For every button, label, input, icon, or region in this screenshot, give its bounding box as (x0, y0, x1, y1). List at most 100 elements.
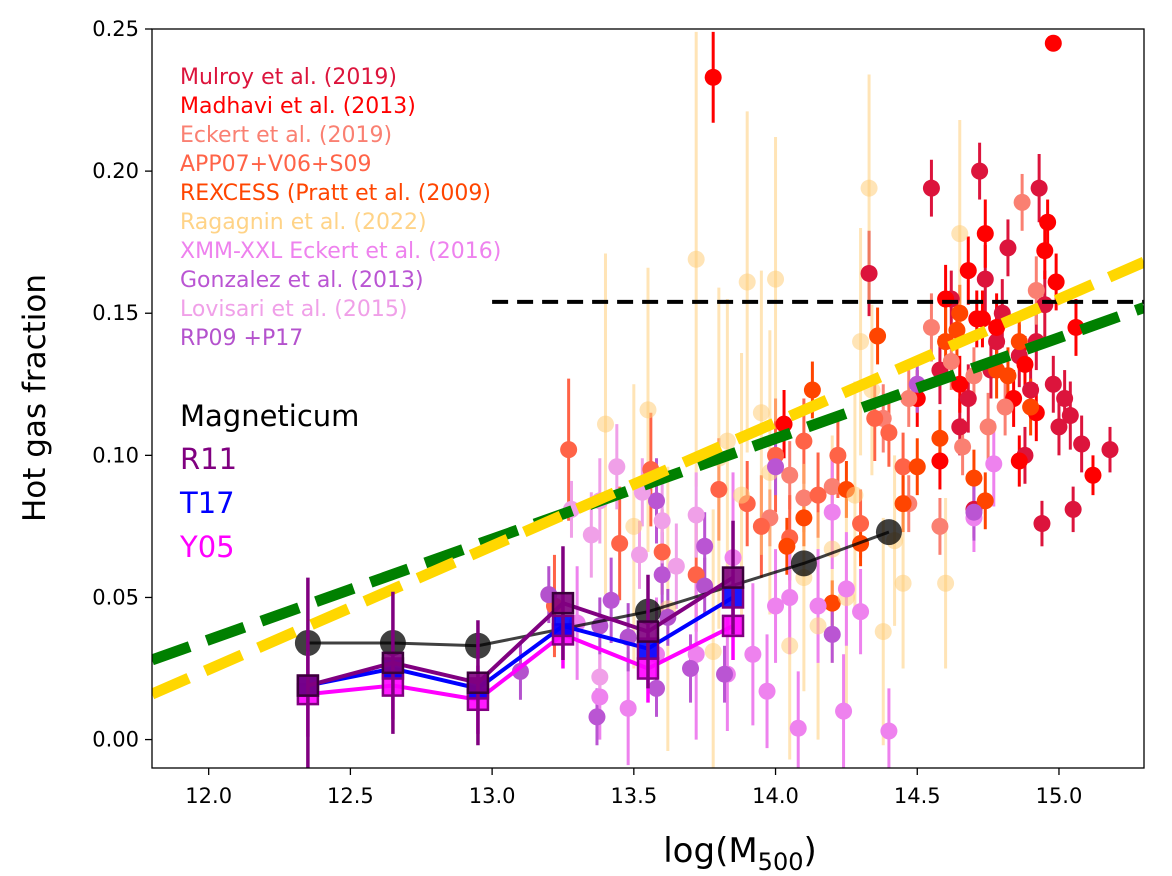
data-point (999, 367, 1017, 385)
data-point (687, 645, 705, 663)
data-point (931, 429, 949, 447)
data-point (803, 381, 821, 399)
data-point (1056, 390, 1074, 407)
data-point (1010, 333, 1028, 351)
data-point (781, 637, 799, 655)
y-tick-label: 0.00 (92, 728, 139, 752)
data-point (809, 597, 827, 615)
data-point (560, 441, 578, 459)
data-point (948, 321, 966, 339)
data-point (625, 517, 643, 535)
data-point (860, 264, 878, 282)
data-point (894, 495, 912, 513)
x-tick-label: 12.0 (185, 784, 232, 808)
data-point (894, 574, 912, 592)
data-point (718, 432, 736, 450)
data-point (795, 489, 813, 507)
model-point (721, 566, 745, 589)
data-point (869, 327, 887, 345)
legend-entry: R11 (180, 442, 237, 476)
data-point (789, 719, 807, 737)
data-point (1061, 407, 1079, 425)
data-point (1033, 515, 1051, 533)
data-point (667, 557, 685, 575)
data-point (1013, 193, 1031, 211)
data-point (823, 478, 841, 496)
model-point (466, 671, 490, 694)
reference-line (152, 257, 1144, 700)
data-point (937, 574, 955, 592)
y-tick-label: 0.20 (92, 159, 139, 183)
data-point (648, 492, 666, 510)
data-point (704, 68, 722, 86)
data-point (809, 617, 827, 635)
data-point (965, 503, 983, 521)
data-point (999, 239, 1017, 257)
data-point (738, 273, 756, 291)
data-point (965, 469, 983, 487)
data-point (696, 537, 714, 555)
x-tick-label: 12.5 (327, 784, 374, 808)
data-point (823, 503, 841, 521)
data-point (752, 404, 770, 422)
data-point (591, 668, 609, 686)
data-point (976, 225, 994, 243)
data-point (823, 594, 841, 612)
data-point (937, 290, 955, 308)
data-point (588, 708, 606, 726)
x-tick-label: 13.0 (469, 784, 516, 808)
x-tick-label: 14.5 (894, 784, 941, 808)
legend-entry: Eckert et al. (2019) (180, 123, 392, 148)
y-tick-label: 0.10 (92, 443, 139, 467)
model-line (307, 595, 735, 691)
y-tick-label: 0.15 (92, 301, 139, 325)
data-point (795, 432, 813, 450)
data-point (1073, 435, 1091, 453)
data-point (1022, 381, 1040, 399)
data-point (951, 418, 969, 436)
data-point (1044, 34, 1062, 52)
legend-entry: XMM-XXL Eckert et al. (2016) (180, 239, 501, 264)
data-point (1027, 281, 1045, 299)
data-point (1016, 355, 1034, 373)
model-point (551, 591, 575, 615)
data-point (968, 310, 986, 328)
legend-entry: Y05 (179, 530, 235, 564)
data-point (922, 179, 940, 197)
data-point (894, 458, 912, 476)
magneticum-point (875, 519, 902, 546)
model-line (307, 624, 734, 702)
data-point (1084, 466, 1102, 484)
data-point (781, 466, 799, 484)
data-point (988, 333, 1006, 351)
reference-lines-layer (152, 257, 1144, 700)
data-point (653, 566, 671, 584)
data-point (829, 446, 847, 464)
data-point (781, 588, 799, 606)
data-point (682, 660, 700, 678)
data-point (874, 623, 892, 641)
data-point (979, 418, 997, 436)
legend: Mulroy et al. (2019) Madhavi et al. (2013… (179, 65, 501, 564)
data-point (611, 534, 629, 552)
data-point (976, 270, 994, 288)
model-line (307, 575, 735, 688)
data-point (996, 398, 1014, 416)
x-axis-label: log(M500) (663, 831, 817, 872)
data-point (846, 486, 864, 504)
data-point (511, 662, 529, 680)
legend-entry: APP07+V06+S09 (180, 152, 371, 177)
data-point (860, 179, 878, 197)
data-point (942, 353, 960, 371)
data-point (951, 304, 969, 322)
data-point (710, 480, 728, 498)
data-point (1067, 318, 1085, 336)
data-point (880, 722, 898, 740)
data-point (823, 625, 841, 643)
data-point (988, 318, 1006, 336)
data-point (733, 486, 751, 504)
data-point (1044, 375, 1062, 393)
axes-layer: 12.0 12.5 13.0 13.5 14.0 14.5 15.0 0.00 0.05 0.10… (92, 17, 1082, 808)
data-point (852, 333, 870, 351)
data-point (852, 603, 870, 621)
